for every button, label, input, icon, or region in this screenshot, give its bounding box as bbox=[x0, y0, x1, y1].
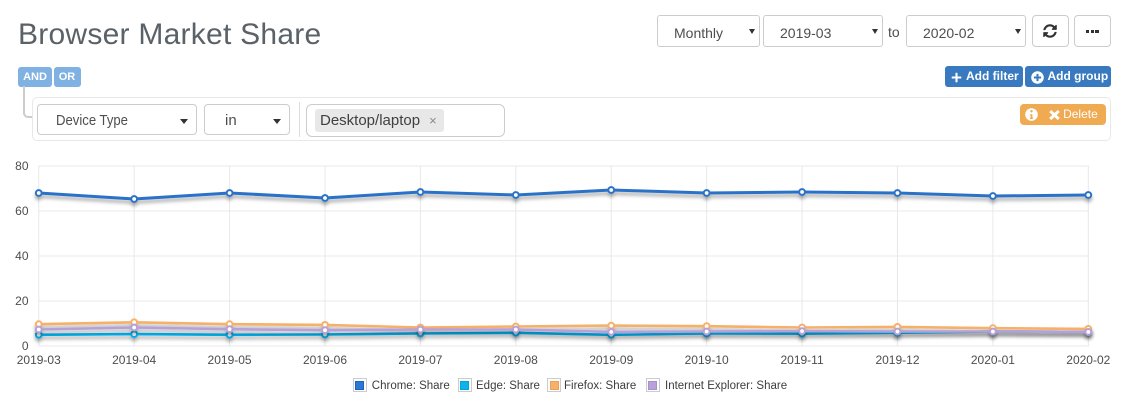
svg-text:2019-11: 2019-11 bbox=[780, 353, 823, 367]
svg-text:2020-02: 2020-02 bbox=[1066, 353, 1110, 367]
svg-text:2019-10: 2019-10 bbox=[685, 353, 729, 367]
svg-text:40: 40 bbox=[15, 249, 29, 263]
svg-text:2019-12: 2019-12 bbox=[875, 353, 919, 367]
svg-text:2020-01: 2020-01 bbox=[971, 353, 1015, 367]
svg-text:2019-06: 2019-06 bbox=[303, 353, 347, 367]
svg-text:2019-07: 2019-07 bbox=[398, 353, 442, 367]
svg-text:2019-09: 2019-09 bbox=[589, 353, 633, 367]
svg-text:80: 80 bbox=[15, 159, 29, 173]
svg-text:0: 0 bbox=[22, 339, 29, 353]
svg-text:2019-08: 2019-08 bbox=[494, 353, 538, 367]
svg-text:2019-05: 2019-05 bbox=[208, 353, 252, 367]
svg-text:2019-04: 2019-04 bbox=[112, 353, 156, 367]
svg-text:20: 20 bbox=[15, 294, 29, 308]
svg-text:60: 60 bbox=[15, 204, 29, 218]
svg-text:2019-03: 2019-03 bbox=[17, 353, 61, 367]
